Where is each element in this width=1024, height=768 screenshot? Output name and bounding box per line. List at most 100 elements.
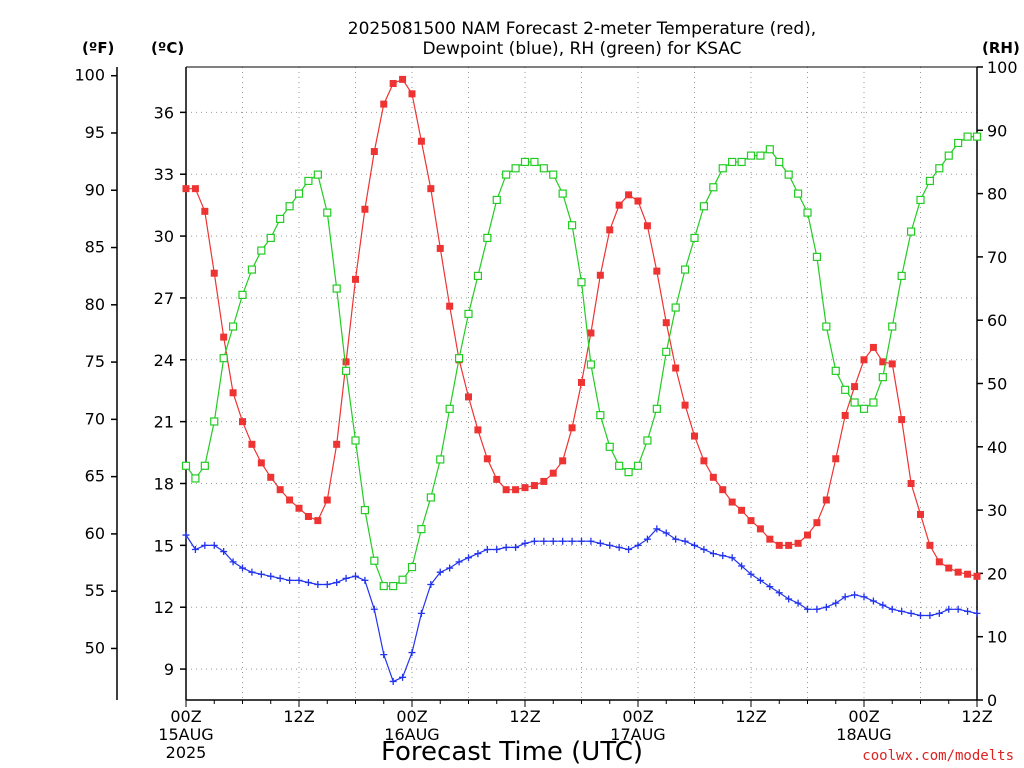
- rh-point: [709, 183, 718, 192]
- rh-point: [398, 575, 407, 584]
- dewpoint-point: [851, 591, 859, 599]
- dewpoint-point: [728, 554, 736, 562]
- chart-title-line2: Dewpoint (blue), RH (green) for KSAC: [422, 39, 741, 59]
- rh-point: [954, 138, 963, 148]
- temperature-point: [625, 191, 633, 199]
- x-tick-label-date: 17AUG: [610, 725, 665, 744]
- temperature-point: [653, 267, 661, 275]
- rh-point: [812, 252, 822, 261]
- temperature-point: [851, 383, 859, 391]
- rh-point: [520, 157, 530, 167]
- rh-point: [464, 309, 473, 318]
- temperature-point: [446, 302, 454, 310]
- rh-point: [822, 322, 831, 331]
- rh-point: [633, 461, 643, 470]
- temperature-point: [229, 389, 237, 397]
- fahrenheit-tick-label: 100: [74, 66, 105, 85]
- rh-tick-label: 0: [987, 691, 997, 710]
- dewpoint-point: [700, 545, 708, 553]
- temperature-point: [502, 486, 510, 494]
- fahrenheit-tick-label: 80: [85, 295, 105, 314]
- dewpoint-point: [606, 541, 614, 549]
- temperature-point: [785, 541, 793, 549]
- chart-title-line1: 2025081500 NAM Forecast 2-meter Temperat…: [348, 19, 816, 39]
- fahrenheit-tick-label: 65: [85, 467, 105, 486]
- rh-point: [888, 322, 897, 331]
- rh-point: [530, 157, 539, 167]
- rh-point: [436, 455, 445, 464]
- rh-point: [624, 468, 633, 477]
- temperature-point: [559, 457, 567, 465]
- rh-point: [831, 366, 840, 375]
- dewpoint-point: [370, 605, 378, 613]
- rh-point: [276, 214, 285, 224]
- rh-point: [605, 442, 614, 451]
- temperature-point: [964, 570, 972, 578]
- fahrenheit-tick-label: 60: [85, 524, 105, 543]
- temperature-point: [860, 356, 868, 364]
- rh-point: [228, 322, 238, 331]
- celsius-tick-label: 30: [154, 227, 174, 246]
- dewpoint-point: [973, 609, 981, 617]
- celsius-tick-label: 27: [154, 289, 174, 308]
- rh-point: [294, 189, 304, 198]
- dewpoint-point: [653, 525, 661, 533]
- dewpoint-point: [436, 568, 444, 576]
- dewpoint-point: [738, 562, 746, 570]
- temperature-point: [465, 393, 472, 401]
- dewpoint-point: [766, 583, 774, 591]
- temperature-point: [352, 275, 359, 283]
- dewpoint-point: [681, 537, 689, 545]
- temperature-point: [295, 504, 303, 512]
- rh-tick-label: 20: [987, 564, 1007, 583]
- temperature-point: [615, 201, 623, 209]
- dewpoint-point: [465, 554, 472, 562]
- temperature-point: [747, 517, 755, 525]
- temperature-point: [239, 418, 246, 426]
- x-axis-title: Forecast Time (UTC): [381, 737, 643, 767]
- dewpoint-point: [756, 576, 764, 584]
- rh-point: [850, 398, 859, 407]
- dewpoint-point: [182, 531, 190, 539]
- dewpoint-point: [634, 541, 642, 549]
- fahrenheit-tick-label: 50: [85, 638, 105, 657]
- temperature-point: [634, 197, 642, 205]
- celsius-tick-label: 9: [164, 660, 174, 679]
- temperature-point: [370, 148, 378, 156]
- fahrenheit-unit-label: (ºF): [82, 39, 114, 57]
- celsius-tick-label: 33: [154, 165, 174, 184]
- rh-point: [803, 208, 812, 217]
- temperature-point: [210, 269, 218, 277]
- temperature-point: [427, 185, 435, 193]
- temperature-point: [935, 558, 943, 566]
- rh-point: [841, 385, 850, 394]
- dewpoint-point: [474, 550, 482, 558]
- temperature-point: [182, 185, 190, 193]
- temperature-point: [719, 486, 727, 494]
- dewpoint-point: [804, 605, 811, 613]
- temperature-point: [662, 319, 670, 327]
- dewpoint-point: [257, 570, 265, 578]
- temperature-point: [267, 473, 275, 481]
- temperature-point: [804, 531, 811, 539]
- rh-point: [445, 404, 454, 413]
- temperature-point: [220, 333, 228, 341]
- temperature-point: [549, 469, 557, 477]
- dewpoint-point: [229, 558, 237, 566]
- temperature-point: [756, 525, 764, 533]
- dewpoint-point: [662, 529, 670, 537]
- temperature-point: [700, 457, 708, 465]
- temperature-point: [596, 271, 604, 279]
- rh-point: [746, 151, 756, 160]
- temperature-point: [436, 244, 444, 252]
- temperature-point: [728, 498, 736, 506]
- celsius-tick-label: 24: [154, 351, 174, 370]
- rh-point: [869, 398, 878, 407]
- dewpoint-point: [813, 605, 821, 613]
- temperature-point: [530, 482, 538, 490]
- rh-point: [652, 404, 661, 413]
- dewpoint-point: [578, 537, 585, 545]
- temperature-point: [766, 535, 774, 543]
- rh-point: [662, 347, 671, 356]
- dewpoint-point: [323, 581, 331, 589]
